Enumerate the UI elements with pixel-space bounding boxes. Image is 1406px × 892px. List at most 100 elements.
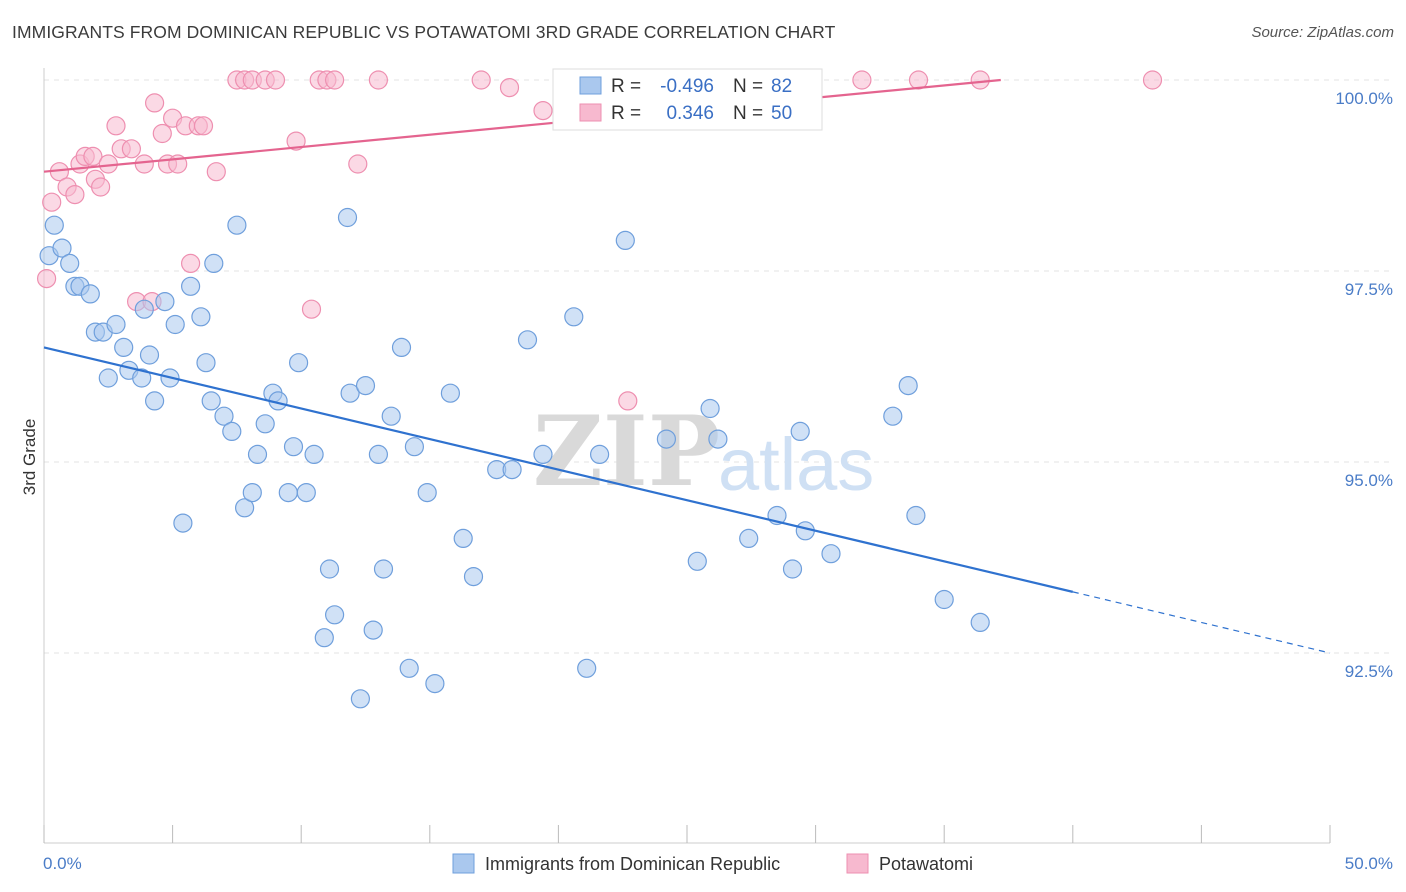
potawatomi-trendline: [43, 78, 1001, 173]
stats-n-value-1: 50: [771, 103, 792, 124]
dominican-point-21: [181, 276, 201, 296]
potawatomi-point-4: [65, 185, 85, 205]
stats-swatch-pink: [579, 103, 602, 122]
stats-n-label-0: N =: [733, 76, 763, 97]
potawatomi-point-18: [152, 123, 172, 144]
dominican-point-67: [656, 429, 677, 449]
potawatomi-point-17: [145, 93, 165, 113]
legend-label-dominican: Immigrants from Dominican Republic: [485, 854, 780, 874]
y-tick-labels: 92.5% 95.0% 97.5% 100.0%: [1335, 89, 1393, 681]
potawatomi-point-39: [471, 70, 491, 90]
dominican-point-15: [139, 345, 160, 365]
dominican-point-68: [687, 551, 707, 571]
dominican-point-25: [204, 253, 224, 273]
dominican-point-35: [278, 483, 298, 503]
potawatomi-point-50: [1142, 70, 1163, 90]
dominican-point-19: [165, 314, 185, 335]
trendlines: [43, 78, 1331, 654]
dominican-point-32: [255, 414, 275, 434]
dominican-point-37: [289, 353, 309, 373]
potawatomi-point-36: [325, 70, 345, 90]
stats-box: R = -0.496 N = 82 R = 0.346 N = 50: [552, 68, 823, 131]
dominican-point-78: [898, 376, 918, 396]
potawatomi-point-33: [301, 299, 322, 319]
dominican-point-56: [440, 383, 460, 403]
dominican-point-23: [196, 353, 216, 373]
dominican-points: [39, 207, 990, 709]
dominican-point-40: [314, 628, 334, 648]
grid-lines: [44, 79, 1392, 654]
potawatomi-point-47: [852, 70, 872, 90]
dominican-point-26: [214, 406, 234, 426]
dominican-point-46: [355, 376, 376, 396]
potawatomi-point-15: [134, 154, 154, 174]
dominican-point-48: [368, 444, 388, 464]
dominican-point-28: [227, 215, 247, 235]
dominican-point-71: [739, 528, 759, 549]
source-label: Source: ZipAtlas.com: [1251, 24, 1394, 41]
stats-n-value-0: 82: [771, 76, 792, 97]
watermark-zip: ZIP: [533, 395, 720, 508]
dominican-point-31: [247, 444, 268, 464]
potawatomi-points: [36, 70, 1163, 411]
dominican-point-66: [615, 230, 635, 250]
dominican-point-51: [391, 337, 412, 357]
dominican-point-63: [564, 307, 584, 327]
legend: Immigrants from Dominican Republic Potaw…: [452, 853, 973, 874]
dominican-point-60: [502, 460, 522, 480]
dominican-point-17: [155, 292, 175, 312]
dominican-point-36: [283, 437, 304, 457]
y-tick-label-3: 100.0%: [1335, 89, 1393, 108]
potawatomi-point-7: [83, 146, 103, 166]
dominican-point-70: [708, 429, 728, 449]
legend-swatch-dominican: [452, 853, 475, 874]
dominican-point-52: [399, 658, 419, 678]
dominican-point-3: [60, 253, 80, 273]
dominican-point-57: [453, 528, 473, 549]
y-tick-label-2: 97.5%: [1345, 280, 1393, 299]
dominican-point-65: [589, 444, 610, 464]
y-tick-label-0: 92.5%: [1345, 662, 1393, 681]
dominican-point-30: [242, 483, 262, 503]
potawatomi-point-26: [206, 162, 226, 182]
stats-n-label-1: N =: [733, 103, 763, 124]
dominican-point-47: [363, 620, 383, 640]
potawatomi-point-31: [265, 70, 286, 90]
dominican-point-73: [782, 559, 803, 579]
potawatomi-point-0: [36, 269, 57, 289]
potawatomi-point-45: [618, 391, 638, 411]
dominican-point-55: [425, 673, 445, 694]
dominican-trendline-extension: [1072, 591, 1331, 654]
dominican-point-14: [134, 299, 154, 319]
stats-r-value-0: -0.496: [660, 76, 714, 97]
stats-swatch-blue: [579, 76, 602, 95]
potawatomi-point-11: [106, 116, 126, 136]
dominican-point-44: [340, 383, 360, 403]
y-tick-label-1: 95.0%: [1345, 471, 1393, 490]
dominican-point-29: [235, 498, 255, 518]
potawatomi-point-23: [181, 253, 201, 273]
potawatomi-point-49: [970, 70, 990, 90]
dominican-point-27: [222, 421, 242, 441]
dominican-point-81: [970, 612, 990, 633]
dominican-point-61: [517, 330, 538, 350]
potawatomi-point-37: [348, 154, 368, 174]
dominican-point-13: [132, 368, 152, 388]
stats-r-label-0: R =: [611, 76, 641, 97]
potawatomi-point-13: [121, 139, 141, 159]
dominican-point-42: [325, 605, 345, 625]
potawatomi-point-41: [533, 100, 553, 121]
dominican-point-2: [52, 238, 72, 258]
stats-r-value-1: 0.346: [666, 103, 714, 124]
dominican-point-49: [373, 559, 394, 579]
potawatomi-point-40: [499, 77, 520, 98]
dominican-point-76: [821, 544, 841, 564]
potawatomi-point-32: [286, 131, 306, 151]
dominican-point-62: [533, 444, 553, 464]
dominican-point-11: [114, 337, 134, 357]
legend-swatch-potawatomi: [846, 853, 869, 874]
stats-r-label-1: R =: [611, 103, 641, 124]
dominican-point-64: [577, 658, 597, 678]
chart-title: IMMIGRANTS FROM DOMINICAN REPUBLIC VS PO…: [12, 22, 836, 42]
